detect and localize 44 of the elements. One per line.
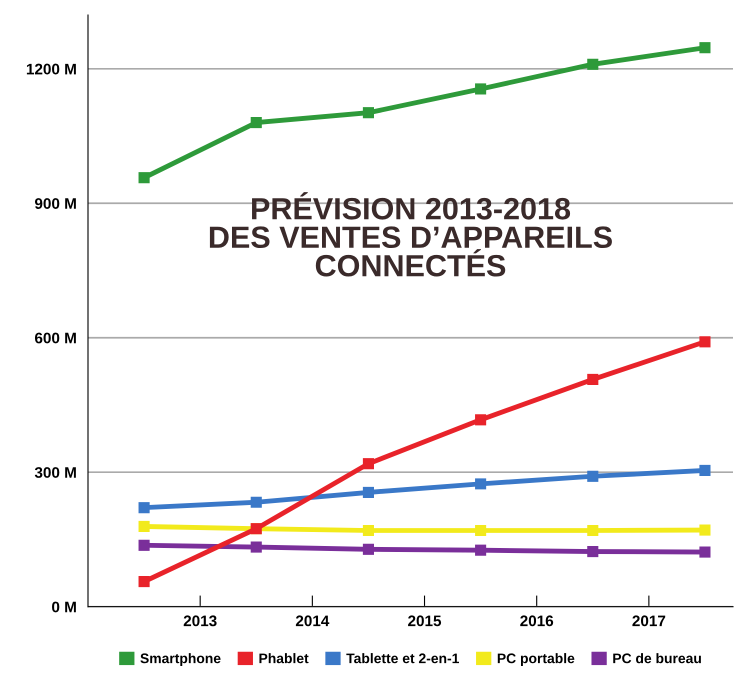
- x-tick-label: 2013: [184, 615, 217, 626]
- point: [362, 107, 374, 118]
- y-tick-label: 1200 M: [26, 64, 76, 74]
- point: [699, 336, 711, 348]
- point: [475, 524, 486, 536]
- legend-label: Phablet: [259, 653, 309, 664]
- y-tick-label: 600 M: [34, 332, 76, 344]
- point: [587, 524, 598, 536]
- y-tick-label: 900 M: [34, 198, 76, 209]
- point: [475, 83, 486, 95]
- point: [362, 486, 374, 498]
- legend-label: PC portable: [498, 653, 574, 666]
- point: [587, 470, 598, 482]
- point: [250, 496, 262, 508]
- x-tick-label: 2014: [296, 615, 330, 626]
- point: [699, 42, 711, 54]
- point: [250, 542, 262, 553]
- point: [699, 464, 711, 476]
- point: [138, 576, 150, 588]
- x-tick-label: 2016: [520, 615, 554, 626]
- point: [362, 458, 374, 470]
- point: [138, 520, 150, 532]
- legend-label: Tablette et 2-en-1: [346, 653, 459, 664]
- y-tick-label: 300 M: [34, 467, 76, 478]
- text: PRÉVISION 2013-2018 DES VENTES D’APPAREILS CONNECTÉS: [210, 192, 612, 277]
- point: [362, 524, 374, 536]
- point: [699, 546, 711, 558]
- legend-label: PC de bureau: [613, 653, 701, 664]
- legend-label: Smartphone: [140, 653, 221, 666]
- point: [475, 478, 486, 490]
- point: [138, 540, 150, 551]
- x-tick-label: 2017: [632, 615, 666, 626]
- point: [587, 58, 598, 70]
- x-tick-label: 2015: [408, 615, 442, 626]
- point: [250, 117, 262, 128]
- point: [475, 544, 486, 556]
- point: [587, 374, 598, 385]
- point: [587, 546, 598, 558]
- point: [138, 502, 150, 514]
- point: [475, 414, 486, 426]
- point: [699, 524, 711, 536]
- y-tick-label: 0 M: [52, 602, 76, 612]
- point: [362, 544, 374, 555]
- point: [138, 172, 150, 184]
